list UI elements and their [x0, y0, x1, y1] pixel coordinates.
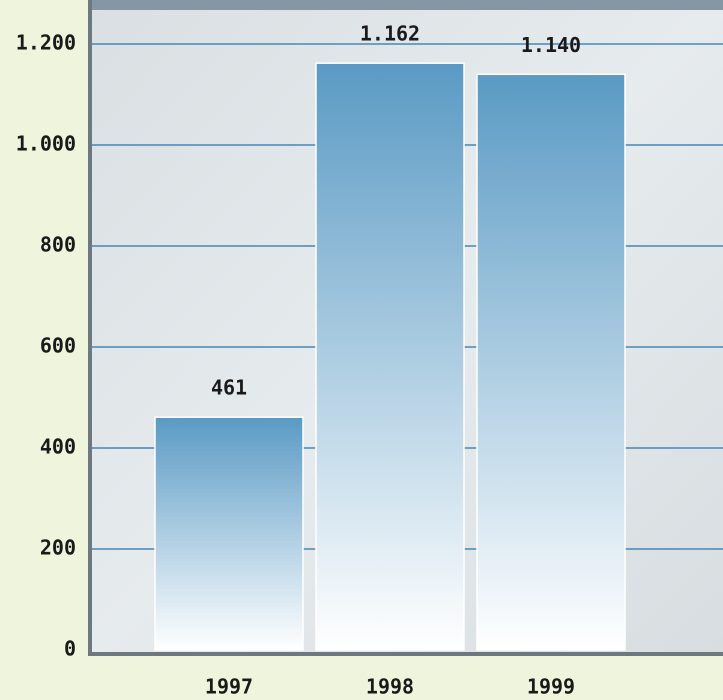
y-tick-label: 1.200 — [16, 31, 76, 55]
x-tick-label: 1997 — [205, 675, 253, 699]
value-label: 1.140 — [521, 33, 581, 57]
y-tick-label: 800 — [40, 233, 76, 257]
x-tick-label: 1999 — [527, 675, 575, 699]
bar — [154, 416, 304, 651]
frame-top — [92, 0, 723, 10]
y-tick-label: 1.000 — [16, 132, 76, 156]
y-tick-label: 200 — [40, 536, 76, 560]
bar — [476, 73, 626, 651]
y-tick-label: 600 — [40, 334, 76, 358]
y-tick-label: 0 — [64, 637, 76, 661]
x-tick-label: 1998 — [366, 675, 414, 699]
y-tick-label: 400 — [40, 435, 76, 459]
bar — [315, 62, 465, 651]
value-label: 461 — [211, 376, 247, 400]
value-label: 1.162 — [360, 22, 420, 46]
